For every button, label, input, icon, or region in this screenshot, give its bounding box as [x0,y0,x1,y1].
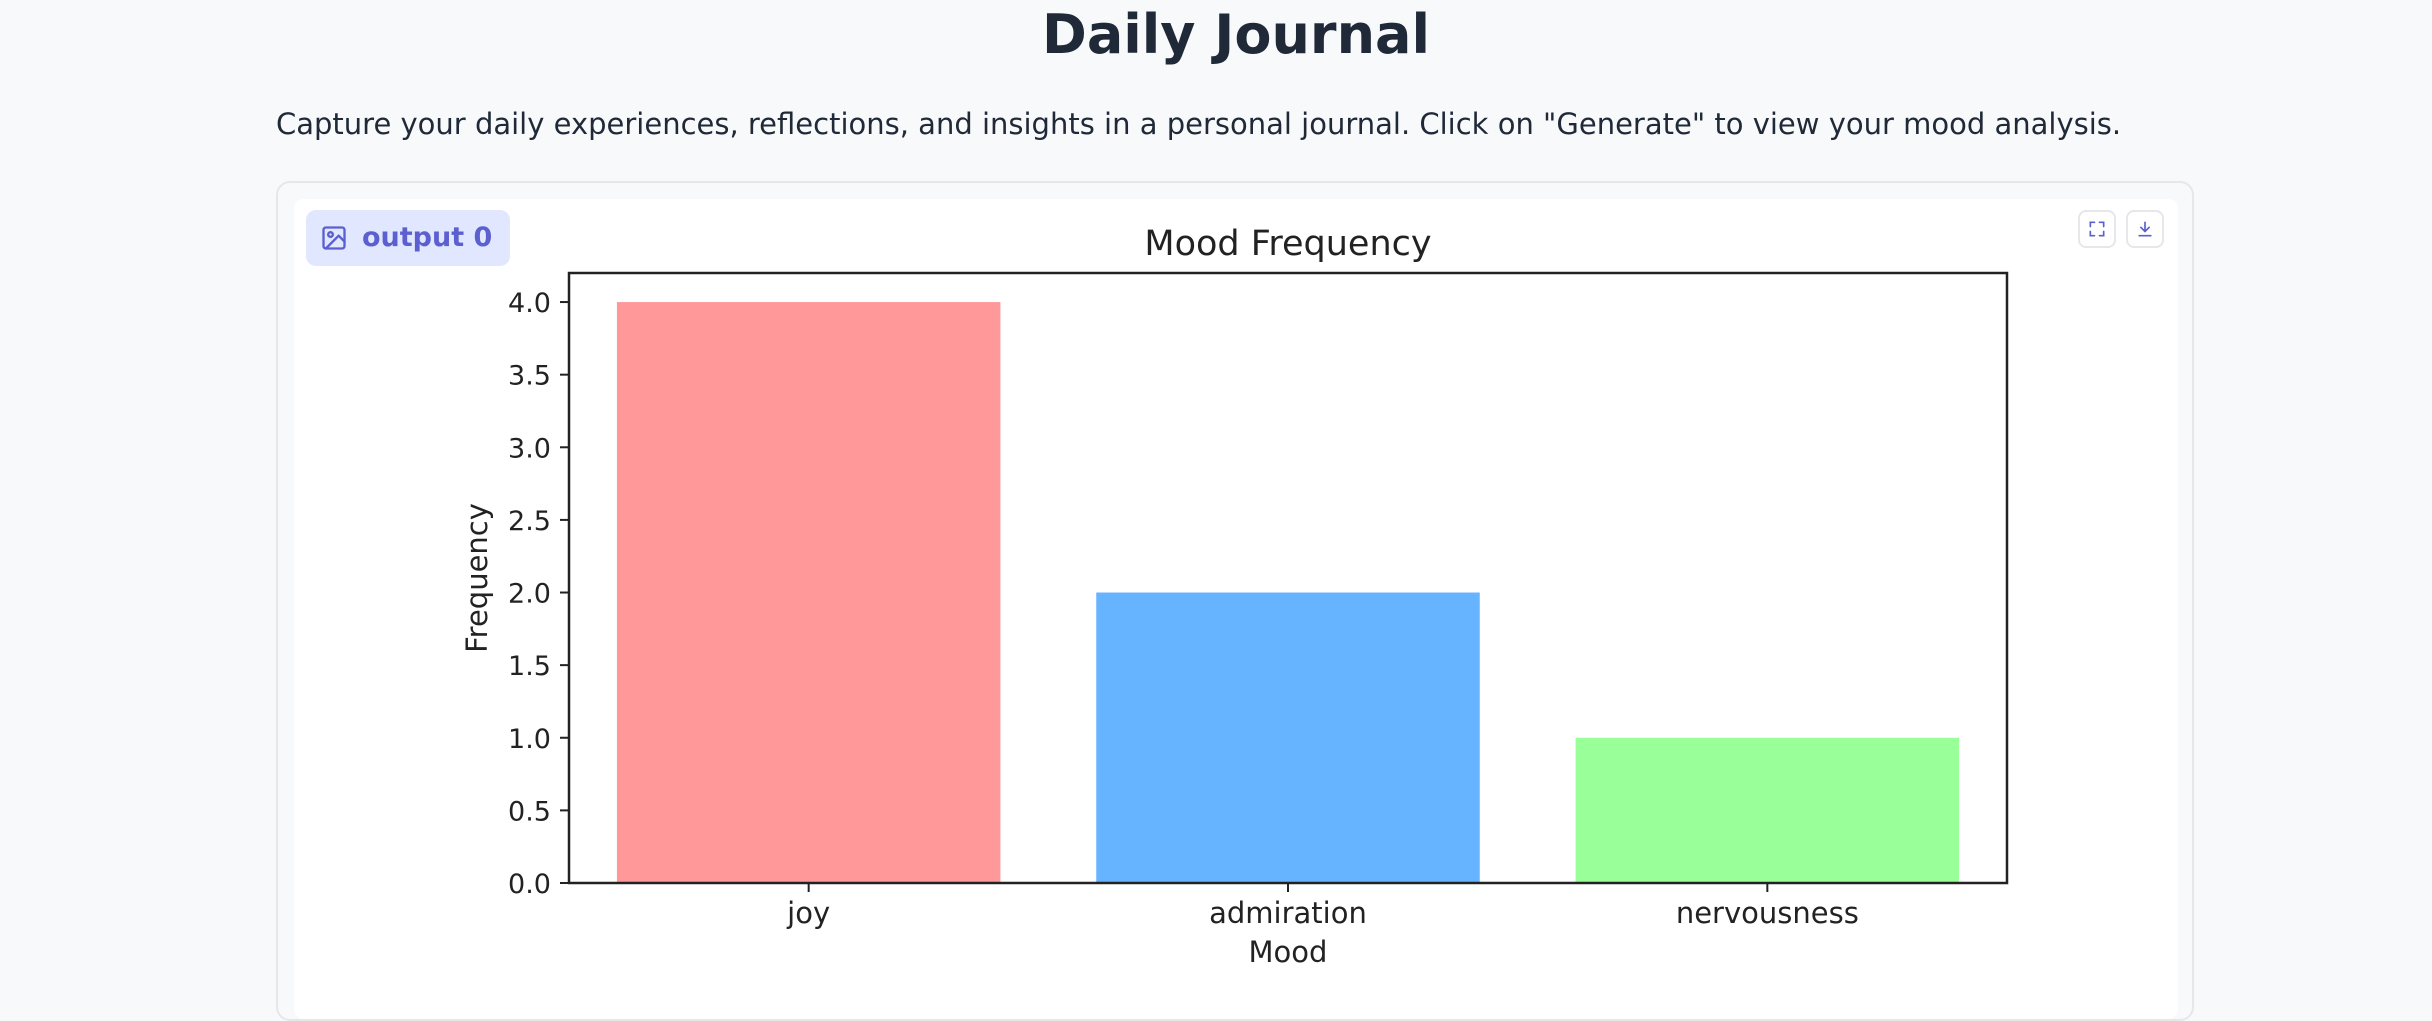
download-icon [2138,221,2152,237]
fullscreen-button[interactable] [2078,210,2116,248]
x-tick-label-nervousness: nervousness [1676,896,1859,930]
y-tick-label: 3.5 [508,361,551,392]
x-axis-label: Mood [1249,935,1328,969]
bar-nervousness [1575,737,1960,883]
output-label: output 0 [306,210,511,266]
y-tick-label: 2.0 [508,579,551,610]
download-button[interactable] [2126,210,2164,248]
y-tick-label: 3.0 [508,433,551,464]
y-tick-label: 0.5 [508,796,551,827]
mood-frequency-chart: Mood Frequency joy admiration nervousness 0.… [460,224,2009,969]
x-tick-label-joy: joy [786,896,830,930]
y-tick-label: 4.0 [508,288,551,319]
output-label-text: output 0 [362,222,493,253]
y-tick-label: 2.5 [508,506,551,537]
y-tick-label: 1.5 [508,651,551,682]
plot-frame [567,271,2009,885]
bar-admiration [1096,592,1480,883]
x-tick-label-admiration: admiration [1209,896,1367,930]
bar-joy [616,302,1001,883]
page-description: Capture your daily experiences, reflecti… [276,107,2122,141]
page-title: Daily Journal [1042,3,1430,66]
fullscreen-icon [2089,221,2105,237]
y-tick-label: 0.0 [508,869,551,900]
y-axis-label: Frequency [460,503,494,653]
image-icon [322,226,346,250]
y-tick-label: 1.0 [508,724,551,755]
chart-title: Mood Frequency [1144,224,1431,264]
